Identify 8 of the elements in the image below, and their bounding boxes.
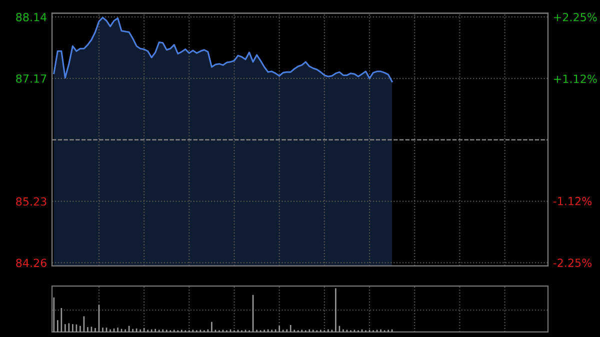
- y-tick-label: 85.23: [16, 197, 46, 206]
- y-tick-label: 84.26: [16, 258, 46, 268]
- y2-tick-label: -1.12%: [553, 196, 592, 206]
- y2-tick-label: -2.25%: [553, 258, 592, 267]
- y-tick-label: 87.17: [16, 74, 46, 83]
- y-tick-label: 88.14: [16, 12, 47, 22]
- y2-tick-label: +2.25%: [554, 12, 597, 22]
- y2-tick-label: +1.12%: [554, 74, 597, 84]
